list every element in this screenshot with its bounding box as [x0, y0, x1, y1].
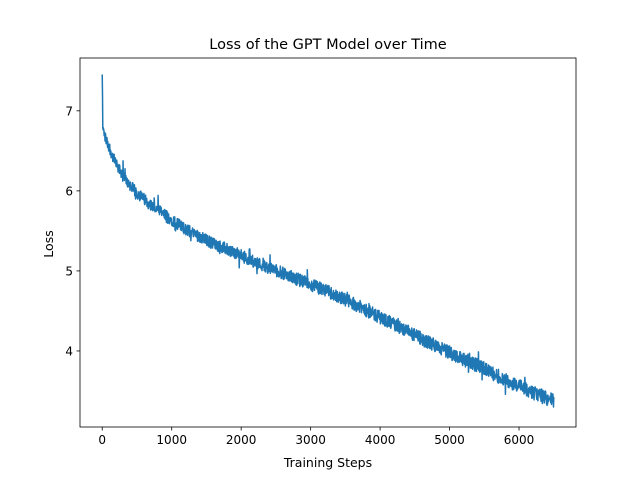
data-point [435, 345, 437, 347]
y-tick-label: 6 [65, 184, 73, 198]
data-point [448, 351, 451, 354]
data-point [407, 331, 409, 333]
data-point [212, 243, 214, 245]
x-tick-label: 2000 [226, 433, 257, 447]
data-point [532, 391, 534, 394]
data-point [108, 146, 110, 148]
data-point [351, 302, 353, 304]
axes-frame [79, 57, 577, 428]
y-tick-label: 7 [65, 104, 73, 118]
data-point [518, 385, 520, 387]
x-ticks: 0 1000 2000 3000 4000 5000 6000 [98, 427, 534, 447]
chart-title: Loss of the GPT Model over Time [209, 37, 447, 53]
data-point [490, 371, 492, 374]
data-point [101, 74, 103, 76]
data-point [102, 126, 104, 128]
x-tick-label: 4000 [365, 433, 396, 447]
data-point [115, 163, 117, 166]
data-point [143, 198, 145, 200]
x-tick-label: 3000 [295, 433, 326, 447]
y-tick-label: 5 [65, 264, 73, 278]
data-point [103, 132, 105, 134]
data-point [268, 267, 270, 269]
x-tick-label: 1000 [156, 433, 187, 447]
series-line-loss [101, 74, 555, 408]
data-point [282, 272, 284, 274]
data-point [365, 309, 367, 311]
data-point [240, 255, 242, 257]
series-layer [101, 74, 555, 408]
data-point [476, 364, 478, 366]
data-point [296, 278, 298, 280]
data-point [504, 379, 506, 381]
x-tick-label: 6000 [504, 433, 535, 447]
x-axis-label: Training Steps [283, 455, 372, 470]
x-tick-label: 5000 [434, 433, 465, 447]
data-point [157, 209, 159, 211]
y-axis-label: Loss [41, 230, 56, 257]
data-point [254, 261, 256, 263]
data-point [164, 214, 166, 216]
data-point [150, 204, 152, 206]
data-point [122, 175, 124, 178]
y-ticks: 4 5 6 7 [65, 104, 80, 358]
data-point [198, 235, 201, 238]
data-point [379, 316, 381, 318]
data-point [393, 323, 395, 326]
data-point [421, 338, 423, 340]
x-tick-label: 0 [98, 433, 106, 447]
data-point [462, 358, 465, 360]
data-point [171, 219, 173, 221]
data-point [323, 289, 326, 291]
data-point [310, 283, 312, 286]
data-point [112, 155, 114, 158]
data-point [129, 184, 131, 186]
data-point [546, 397, 548, 399]
data-point [136, 192, 138, 194]
data-point [226, 248, 228, 250]
y-tick-label: 4 [65, 344, 73, 358]
data-point [184, 228, 187, 230]
data-point [553, 399, 555, 402]
data-point [337, 295, 340, 298]
data-point [105, 138, 107, 140]
